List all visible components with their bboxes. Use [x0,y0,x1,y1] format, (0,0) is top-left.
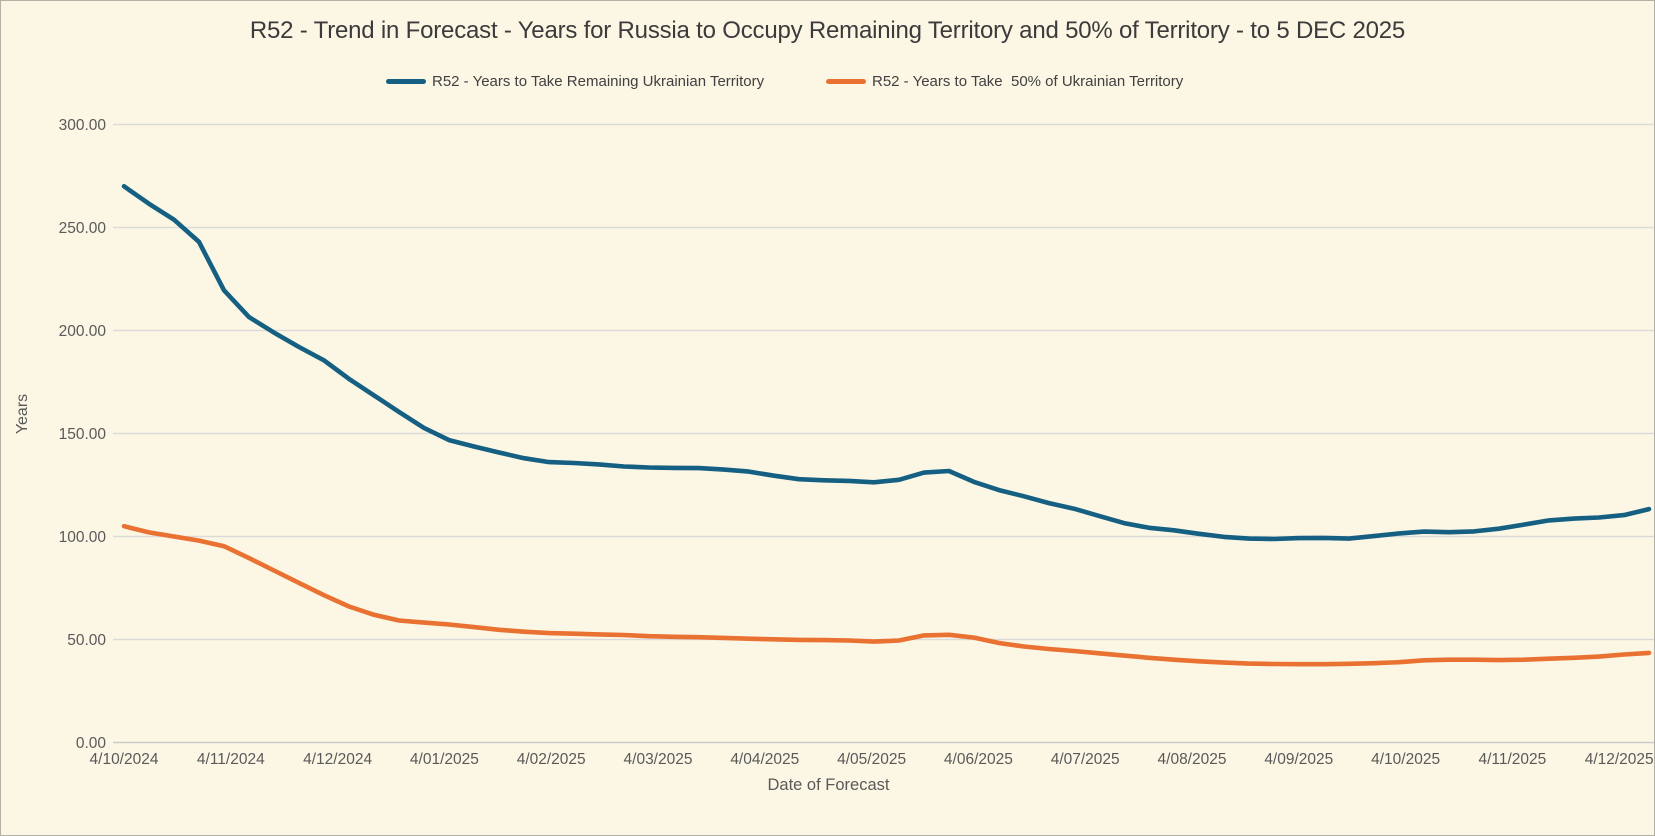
y-tick-label: 100.00 [59,529,107,546]
chart-title: R52 - Trend in Forecast - Years for Russ… [249,17,1406,44]
x-axis-title: Date of Forecast [767,776,890,794]
x-tick-label: 4/03/2025 [624,751,693,768]
legend-line-swatch-blue [386,78,426,84]
x-tick-label: 4/08/2025 [1158,751,1227,768]
x-tick-label: 4/06/2025 [944,751,1013,768]
legend-label: R52 - Years to Take 50% of Ukrainian Ter… [872,72,1184,90]
legend-label: R52 - Years to Take Remaining Ukrainian … [432,72,765,90]
x-tick-label: 4/12/2024 [303,751,372,768]
x-tick-label: 4/10/2024 [90,751,159,768]
x-tick-label: 4/12/2025 [1585,751,1654,768]
y-tick-label: 0.00 [76,735,107,752]
x-tick-label: 4/05/2025 [837,751,906,768]
x-tick-label: 4/11/2024 [197,751,265,768]
legend-item-remaining-territory: R52 - Years to Take Remaining Ukrainian … [386,71,764,91]
x-tick-label: 4/01/2025 [410,751,479,768]
x-tick-label: 4/09/2025 [1264,751,1333,768]
y-axis-title: Years [14,393,31,435]
legend-line-swatch-orange [826,78,866,84]
y-tick-label: 150.00 [59,426,107,443]
y-tick-label: 300.00 [59,117,107,134]
series-line-remaining-territory [121,184,1652,542]
y-tick-label: 200.00 [59,323,107,340]
x-tick-label: 4/11/2025 [1478,751,1546,768]
y-tick-label: 50.00 [67,632,106,649]
legend-item-fifty-percent: R52 - Years to Take 50% of Ukrainian Ter… [826,71,1183,91]
x-tick-label: 4/04/2025 [730,751,799,768]
x-tick-label: 4/07/2025 [1051,751,1120,768]
y-tick-label: 250.00 [59,220,107,237]
x-tick-label: 4/02/2025 [517,751,586,768]
x-tick-label: 4/10/2025 [1371,751,1440,768]
series-line-fifty-percent [121,523,1652,667]
